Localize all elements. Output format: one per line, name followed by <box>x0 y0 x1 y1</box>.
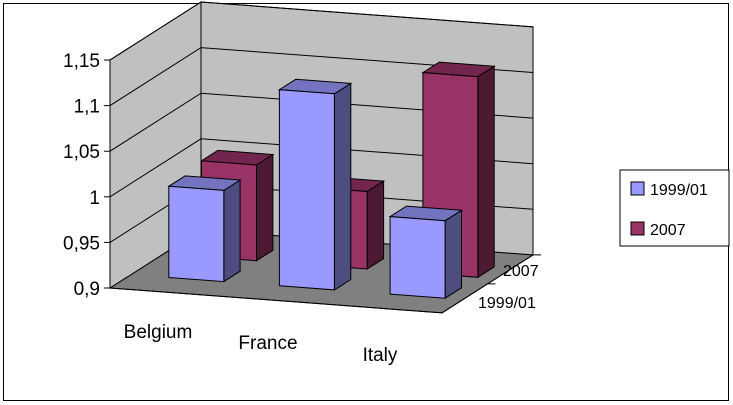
y-tick-label: 0,9 <box>74 279 100 300</box>
y-tick-label: 1,1 <box>74 97 100 118</box>
legend-label-2007: 2007 <box>650 222 686 239</box>
bar-1999-01-italy <box>388 205 464 300</box>
bar-side <box>333 82 352 291</box>
y-tick-label: 1,05 <box>63 142 100 163</box>
bar-front <box>278 89 335 291</box>
depth-axis: 2007 1999/01 <box>441 254 541 314</box>
gridline <box>109 1 534 61</box>
bars <box>167 61 496 300</box>
depth-tick-label: 2007 <box>503 263 539 280</box>
gridline <box>109 47 534 107</box>
bar-1999-01-belgium <box>167 175 242 283</box>
gridline <box>109 138 534 198</box>
y-tick-label: 0,95 <box>63 233 100 254</box>
bar-side <box>256 153 274 262</box>
bar-side <box>223 179 241 283</box>
x-tick-label: Italy <box>363 345 398 366</box>
legend-swatch-2007 <box>630 221 645 236</box>
legend: 1999/01 2007 <box>619 169 730 247</box>
bar-side <box>477 65 495 279</box>
x-tick-label: Belgium <box>124 322 193 343</box>
y-tick-label: 1 <box>89 188 100 209</box>
gridline <box>109 92 534 152</box>
x-axis: Belgium France Italy <box>109 287 443 366</box>
bar-1999-01-france <box>277 78 353 291</box>
depth-tick-label: 1999/01 <box>478 295 536 312</box>
y-tick-label: 1,15 <box>63 51 100 72</box>
bar-front <box>389 216 446 299</box>
bar-side <box>444 209 462 300</box>
x-axis-line <box>109 287 443 314</box>
legend-label-1999-01: 1999/01 <box>650 182 708 199</box>
bar-front <box>168 185 225 283</box>
bar-side <box>366 180 385 270</box>
x-tick-label: France <box>238 333 297 354</box>
legend-swatch-1999-01 <box>630 181 645 196</box>
y-axis: 0,9 0,95 1 1,05 1,1 1,15 <box>63 51 111 300</box>
